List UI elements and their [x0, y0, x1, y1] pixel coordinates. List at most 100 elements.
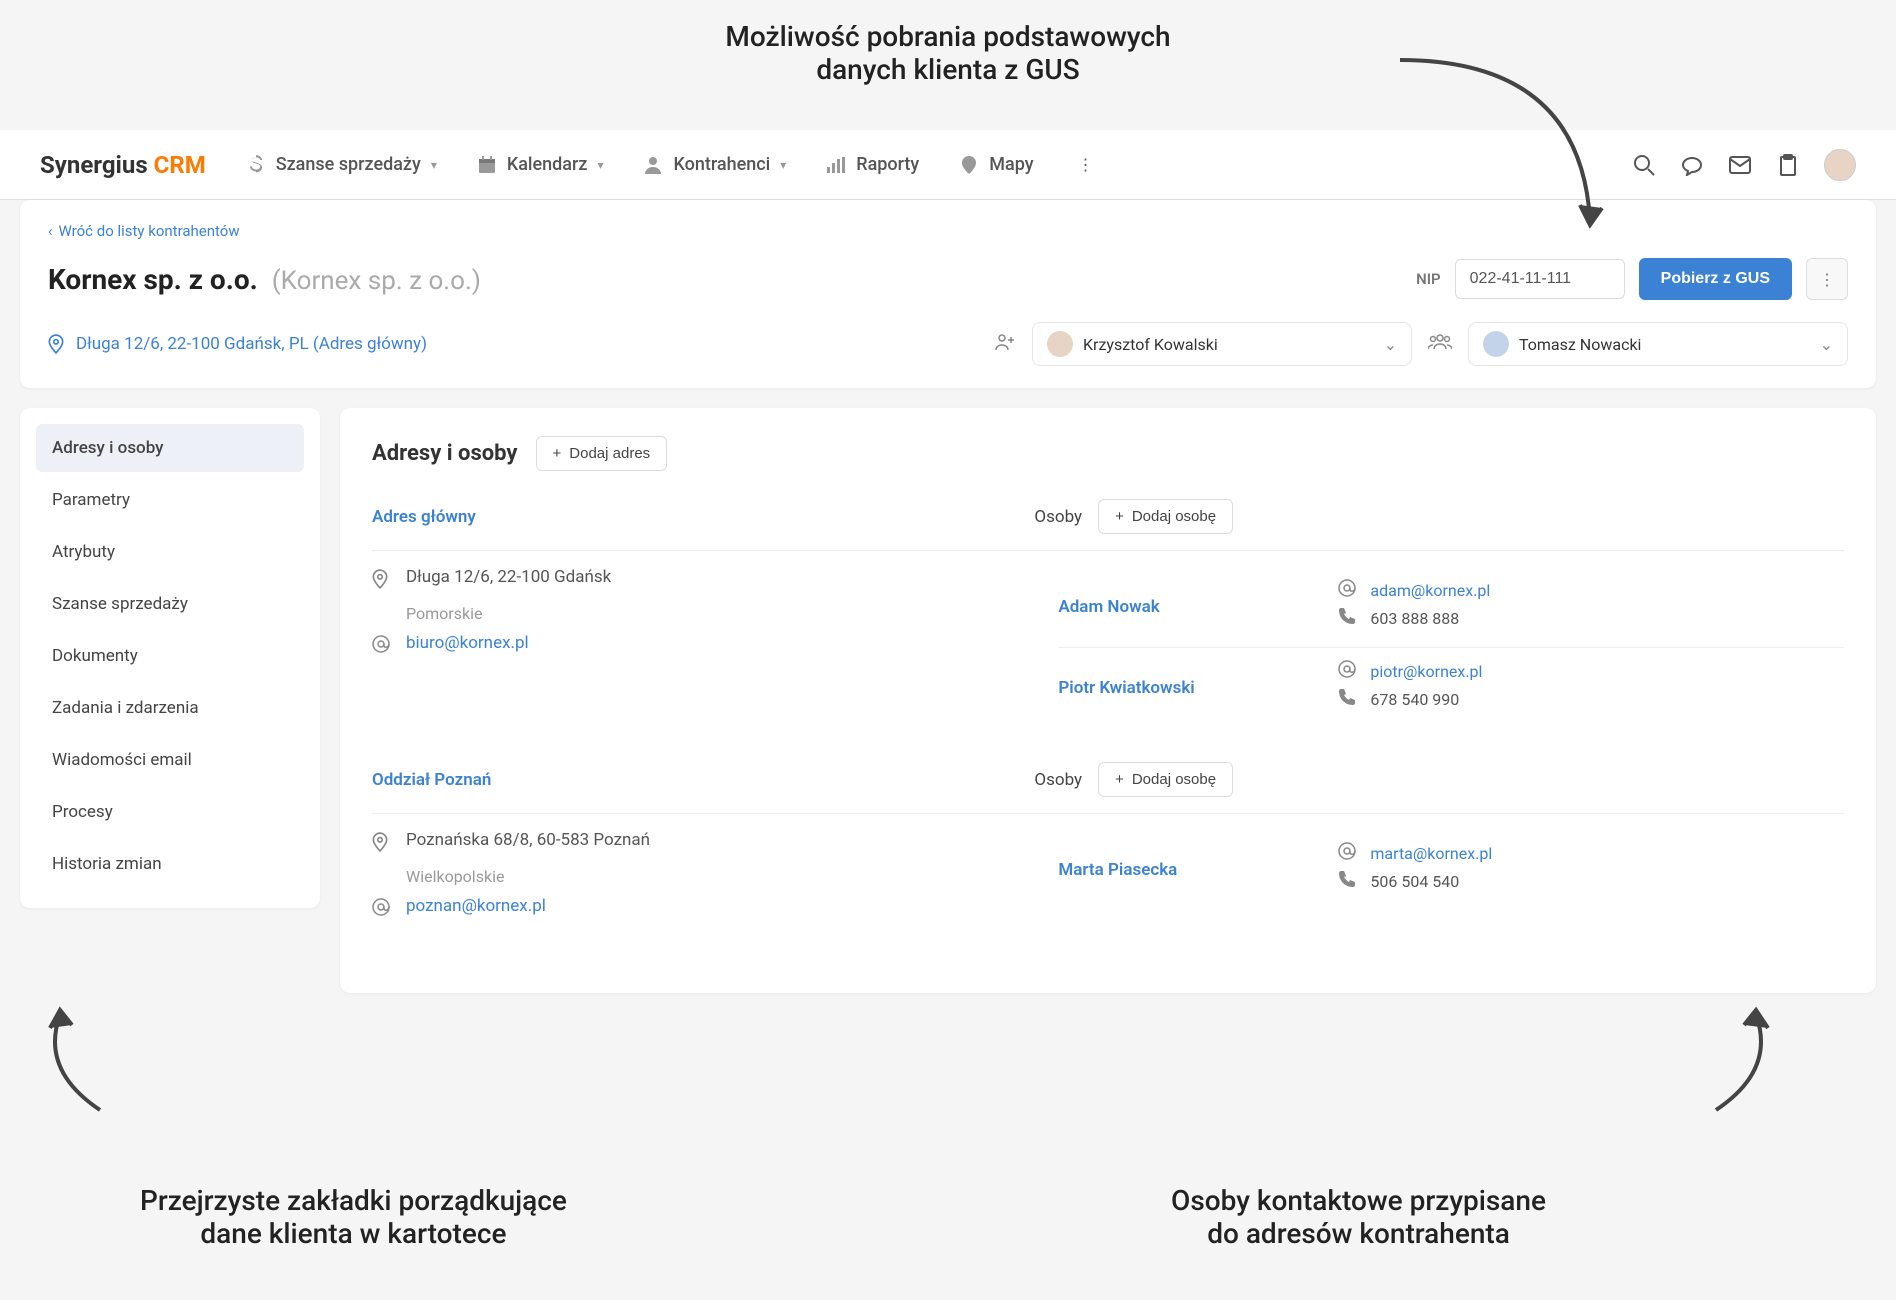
section-title: Adresy i osoby	[372, 441, 518, 466]
annotation-top: Możliwość pobrania podstawowych danych k…	[725, 20, 1170, 86]
chevron-down-icon: ▾	[597, 158, 603, 172]
sidebar-item[interactable]: Parametry	[36, 476, 304, 524]
address-block: Adres głównyOsoby+Dodaj osobęDługa 12/6,…	[372, 499, 1844, 728]
main-address-link[interactable]: Długa 12/6, 22-100 Gdańsk, PL (Adres głó…	[48, 334, 427, 354]
nav-sales[interactable]: Szanse sprzedaży ▾	[246, 154, 437, 175]
owner2-label: Tomasz Nowacki	[1519, 335, 1641, 354]
calendar-icon	[477, 155, 497, 175]
chevron-down-icon: ▾	[780, 158, 786, 172]
owner1-select[interactable]: Krzysztof Kowalski ⌄	[1032, 322, 1412, 366]
address-block: Oddział Poznań Osoby + Dodaj osobę Poznańska…	[372, 762, 1844, 931]
logo-primary: Synergius	[40, 151, 148, 179]
chevron-down-icon: ⌄	[1384, 335, 1397, 354]
sidebar-item[interactable]: Historia zmian	[36, 840, 304, 888]
person-icon	[643, 155, 663, 175]
main-panel: Adresy i osoby + Dodaj adres Adres główn…	[340, 408, 1876, 993]
phone-icon	[1338, 688, 1358, 710]
pin-icon	[372, 832, 392, 857]
chevron-left-icon: ‹	[48, 222, 53, 240]
avatar	[1483, 331, 1509, 357]
annotation-bottom-left: Przejrzyste zakładki porządkujące dane k…	[140, 1184, 567, 1250]
topbar-right	[1632, 149, 1856, 181]
sidebar-item[interactable]: Zadania i zdarzenia	[36, 684, 304, 732]
person-email[interactable]: piotr@kornex.pl	[1370, 662, 1482, 681]
address-region: Pomorskie	[406, 604, 1034, 623]
company-name: Kornex sp. z o.o.	[48, 263, 258, 296]
more-vert-icon[interactable]: ⋮	[1074, 153, 1098, 177]
sidebar-item[interactable]: Adresy i osoby	[36, 424, 304, 472]
person-row: Marta Piasecka marta@kornex.pl 506 504 540	[1058, 830, 1844, 910]
sidebar-item[interactable]: Atrybuty	[36, 528, 304, 576]
pin-icon	[372, 569, 392, 594]
at-icon	[1338, 660, 1358, 682]
chat-icon[interactable]	[1680, 153, 1704, 177]
logo: Synergius CRM	[40, 151, 206, 179]
company-sub: (Kornex sp. z o.o.)	[272, 266, 481, 296]
osoby-label: Osoby	[1034, 770, 1082, 790]
nip-input[interactable]	[1455, 259, 1625, 299]
sidebar-item[interactable]: Wiadomości email	[36, 736, 304, 784]
add-address-label: Dodaj adres	[569, 445, 650, 462]
person-phone: 506 504 540	[1370, 872, 1459, 891]
group-icon	[1428, 334, 1452, 354]
annotation-arrow-top	[1380, 40, 1640, 260]
add-address-button[interactable]: + Dodaj adres	[536, 436, 668, 471]
person-email[interactable]: marta@kornex.pl	[1370, 844, 1492, 863]
nav-contractors-label: Kontrahenci	[673, 154, 770, 175]
owner1-label: Krzysztof Kowalski	[1083, 335, 1218, 354]
add-person-button[interactable]: + Dodaj osobę	[1098, 762, 1233, 797]
nav-calendar[interactable]: Kalendarz ▾	[477, 154, 604, 175]
nav-contractors[interactable]: Kontrahenci ▾	[643, 154, 786, 175]
user-avatar[interactable]	[1824, 149, 1856, 181]
pin-icon	[959, 155, 979, 175]
person-phone: 603 888 888	[1370, 609, 1459, 628]
at-icon	[372, 898, 392, 921]
add-person-button[interactable]: + Dodaj osobę	[1098, 499, 1233, 534]
dollar-icon	[246, 155, 266, 175]
nip-label: NIP	[1416, 270, 1441, 288]
person-name[interactable]: Piotr Kwiatkowski	[1058, 678, 1338, 698]
person-name[interactable]: Adam Nowak	[1058, 597, 1338, 617]
address-line: Poznańska 68/8, 60-583 Poznań	[406, 830, 650, 850]
at-icon	[372, 635, 392, 658]
phone-icon	[1338, 870, 1358, 892]
nav-reports[interactable]: Raporty	[826, 154, 919, 175]
person-row: Adam Nowak adam@kornex.pl 603 888 888	[1058, 567, 1844, 648]
address-email[interactable]: poznan@kornex.pl	[406, 896, 546, 916]
avatar	[1047, 331, 1073, 357]
clipboard-icon[interactable]	[1776, 153, 1800, 177]
plus-icon: +	[553, 445, 562, 462]
address-email[interactable]: biuro@kornex.pl	[406, 633, 529, 653]
mail-icon[interactable]	[1728, 153, 1752, 177]
nav-reports-label: Raporty	[856, 154, 919, 175]
address-name[interactable]: Adres główny	[372, 507, 476, 527]
plus-icon: +	[1115, 771, 1124, 788]
more-button[interactable]: ⋮	[1806, 258, 1848, 300]
osoby-label: Osoby	[1034, 507, 1082, 527]
plus-icon: +	[1115, 508, 1124, 525]
back-label: Wróć do listy kontrahentów	[59, 222, 240, 240]
phone-icon	[1338, 607, 1358, 629]
sidebar-item[interactable]: Szanse sprzedaży	[36, 580, 304, 628]
person-phone: 678 540 990	[1370, 690, 1459, 709]
nav-maps-label: Mapy	[989, 154, 1033, 175]
nav-sales-label: Szanse sprzedaży	[276, 154, 421, 175]
add-person-label: Dodaj osobę	[1132, 508, 1216, 525]
nav-calendar-label: Kalendarz	[507, 154, 588, 175]
nav-maps[interactable]: Mapy	[959, 154, 1033, 175]
sidebar-item[interactable]: Dokumenty	[36, 632, 304, 680]
at-icon	[1338, 842, 1358, 864]
annotation-bottom-right: Osoby kontaktowe przypisane do adresów k…	[1171, 1184, 1546, 1250]
bars-icon	[826, 155, 846, 175]
person-email[interactable]: adam@kornex.pl	[1370, 581, 1490, 600]
sidebar-item[interactable]: Procesy	[36, 788, 304, 836]
person-name[interactable]: Marta Piasecka	[1058, 860, 1338, 880]
address-name[interactable]: Oddział Poznań	[372, 770, 491, 790]
annotation-arrow-br	[1696, 1000, 1786, 1120]
person-add-icon	[994, 333, 1016, 355]
gus-button[interactable]: Pobierz z GUS	[1639, 258, 1792, 300]
owner2-select[interactable]: Tomasz Nowacki ⌄	[1468, 322, 1848, 366]
person-row: Piotr Kwiatkowski piotr@kornex.pl 678 540 …	[1058, 648, 1844, 728]
add-person-label: Dodaj osobę	[1132, 771, 1216, 788]
sidebar: Adresy i osobyParametryAtrybutySzanse sp…	[20, 408, 320, 908]
